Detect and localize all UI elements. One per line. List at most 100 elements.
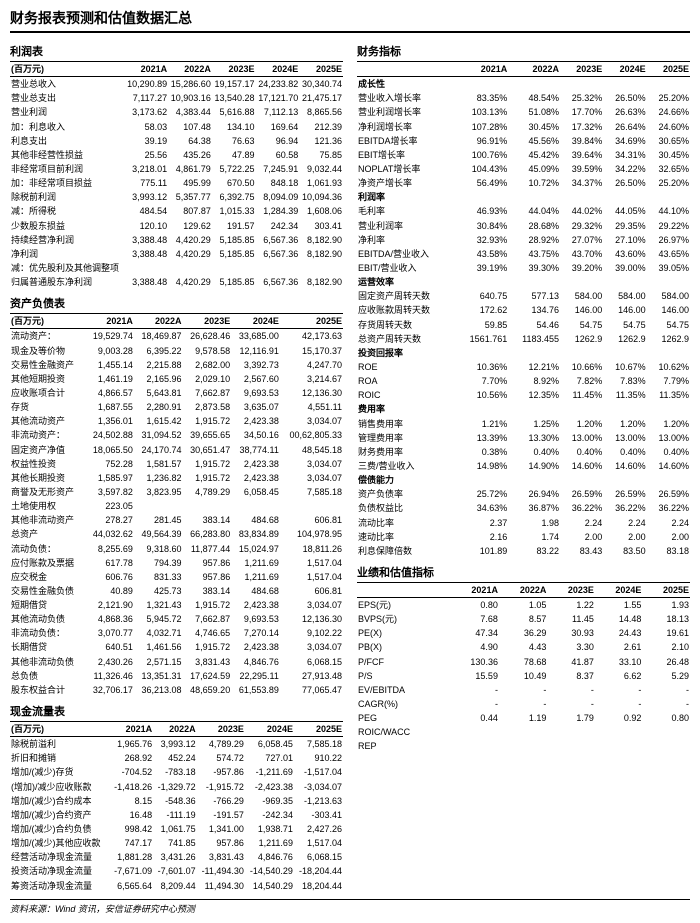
row-value: 00,62,805.33	[280, 428, 343, 442]
row-value: 3,173.62	[124, 105, 168, 119]
row-value: 36.22%	[560, 501, 603, 515]
subsection-label: 成长性	[357, 77, 690, 92]
row-value: 75.85	[299, 148, 343, 162]
row-value: 26.48	[642, 655, 690, 669]
row-value: -	[547, 697, 595, 711]
row-value: 1,211.69	[231, 556, 280, 570]
row-value: 4,420.29	[168, 247, 212, 261]
row-value: 18.13	[642, 612, 690, 626]
row-value: 13.30%	[508, 431, 560, 445]
row-value: -	[499, 697, 547, 711]
row-label: 短期借贷	[10, 598, 85, 612]
row-value: 48,545.18	[280, 443, 343, 457]
row-value: 747.17	[110, 836, 154, 850]
subsection-row: 费用率	[357, 402, 690, 416]
row-value: 26.64%	[603, 120, 646, 134]
row-value: 14.60%	[647, 459, 690, 473]
row-label: 利息保障倍数	[357, 544, 456, 558]
row-value	[124, 261, 168, 275]
row-label: 流动资产：	[10, 329, 85, 344]
row-value: 34,50.16	[231, 428, 280, 442]
row-value: 10.66%	[560, 360, 603, 374]
row-label: 总资产周转天数	[357, 332, 456, 346]
table-row: 交易性金融资产1,455.142,215.882,682.003,392.734…	[10, 358, 343, 372]
row-value: 12.35%	[508, 388, 560, 402]
row-value: 5,616.88	[212, 105, 256, 119]
row-value: 2,423.38	[231, 471, 280, 485]
table-row: 固定资产周转天数640.75577.13584.00584.00584.00	[357, 289, 690, 303]
row-value: 5,722.25	[212, 162, 256, 176]
row-value: 1,938.71	[245, 822, 294, 836]
row-value	[642, 739, 690, 753]
table-row: EBIT/营业收入39.19%39.30%39.20%39.00%39.05%	[357, 261, 690, 275]
row-label: 总负债	[10, 669, 85, 683]
row-value: 100.76%	[456, 148, 509, 162]
row-value: 741.85	[153, 836, 197, 850]
row-value: 43.58%	[456, 247, 509, 261]
row-value	[547, 725, 595, 739]
row-label: 其他非经营性损益	[10, 148, 124, 162]
table-row: 土地使用权223.05	[10, 499, 343, 513]
row-label: 归属普通股东净利润	[10, 275, 124, 289]
row-value: 7,270.14	[231, 626, 280, 640]
row-value: 27.07%	[560, 233, 603, 247]
row-value: -1,213.63	[294, 794, 343, 808]
row-value: 15,024.97	[231, 542, 280, 556]
row-value: -1,517.04	[294, 765, 343, 779]
row-label: 净利润	[10, 247, 124, 261]
row-value: 2,423.38	[231, 598, 280, 612]
row-value: 120.10	[124, 219, 168, 233]
row-value: 34.63%	[456, 501, 509, 515]
row-value: 45.42%	[508, 148, 560, 162]
row-value: 96.91%	[456, 134, 509, 148]
row-label: 固定资产周转天数	[357, 289, 456, 303]
table-row: 流动比率2.371.982.242.242.24	[357, 516, 690, 530]
row-value: 11,494.30	[197, 879, 245, 893]
table-row: 增加/(减少)合约成本8.15-548.36-766.29-969.35-1,2…	[10, 794, 343, 808]
row-value: 4,866.57	[85, 386, 134, 400]
table-row: 存货1,687.552,280.912,873.583,635.074,551.…	[10, 400, 343, 414]
table-row: 其他长期投资1,585.971,236.821,915.722,423.383,…	[10, 471, 343, 485]
row-value: 44.05%	[603, 204, 646, 218]
row-value: 54.46	[508, 318, 560, 332]
row-value	[212, 261, 256, 275]
row-value: 83.22	[508, 544, 560, 558]
row-value: 1183.455	[508, 332, 560, 346]
row-value: 15.59	[449, 669, 499, 683]
row-value: 303.41	[299, 219, 343, 233]
row-label: 应交税金	[10, 570, 85, 584]
row-value: 1,965.76	[110, 737, 154, 752]
table-row: 投资活动净现金流量-7,671.09-7,601.07-11,494.30-14…	[10, 864, 343, 878]
row-value: 1,211.69	[231, 570, 280, 584]
row-value: 47.89	[212, 148, 256, 162]
row-value: 17,121.70	[256, 91, 300, 105]
row-value	[595, 725, 643, 739]
row-value: 36.87%	[508, 501, 560, 515]
row-label: PEG	[357, 711, 449, 725]
row-value: 2,215.88	[134, 358, 183, 372]
row-value: 7.79%	[647, 374, 690, 388]
row-label: 商誉及无形资产	[10, 485, 85, 499]
row-value: 14.60%	[560, 459, 603, 473]
row-value: 56.49%	[456, 176, 509, 190]
row-value: 5,643.81	[134, 386, 183, 400]
row-value: 66,283.80	[183, 527, 232, 541]
row-value: 11.45	[547, 612, 595, 626]
row-label: 营业总支出	[10, 91, 124, 105]
subsection-label: 费用率	[357, 402, 690, 416]
row-value: 11.45%	[560, 388, 603, 402]
row-value: 83.43	[560, 544, 603, 558]
row-value: 30,340.74	[299, 77, 343, 92]
row-value: 910.22	[294, 751, 343, 765]
row-value: 242.34	[256, 219, 300, 233]
row-value: 1,236.82	[134, 471, 183, 485]
row-value: 96.94	[256, 134, 300, 148]
row-value: 1,461.19	[85, 372, 134, 386]
col-header-year: 2023E	[547, 582, 595, 597]
row-value: 8,182.90	[299, 233, 343, 247]
row-value: 9,578.58	[183, 344, 232, 358]
row-value: 26.94%	[508, 487, 560, 501]
row-label: 其他长期投资	[10, 471, 85, 485]
row-value: 36.22%	[647, 501, 690, 515]
row-label: 投资活动净现金流量	[10, 864, 110, 878]
